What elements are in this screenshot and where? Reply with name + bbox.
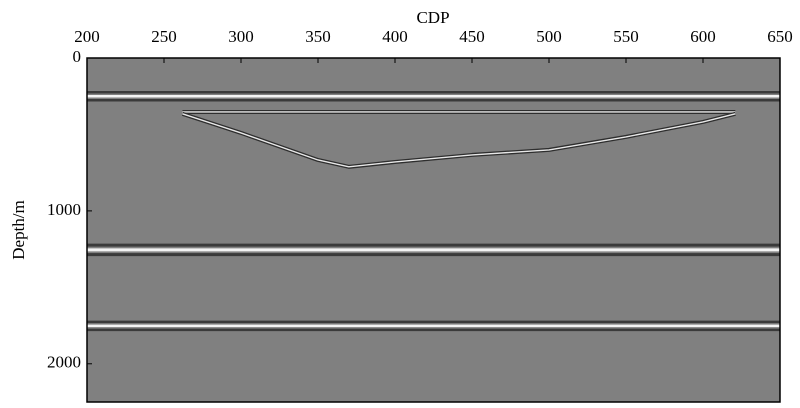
y-tick-label: 0 — [73, 47, 82, 66]
x-axis-label: CDP — [416, 8, 449, 27]
x-tick-label: 250 — [151, 27, 177, 46]
y-tick-label: 1000 — [47, 200, 81, 219]
x-tick-label: 300 — [228, 27, 254, 46]
y-tick-label: 2000 — [47, 353, 81, 372]
plot-frame — [86, 57, 781, 403]
x-tick-label: 350 — [305, 27, 331, 46]
x-tick-label: 500 — [536, 27, 562, 46]
y-axis-label: Depth/m — [9, 200, 28, 260]
x-tick-label: 550 — [613, 27, 639, 46]
x-tick-label: 400 — [382, 27, 408, 46]
x-tick-label: 650 — [767, 27, 793, 46]
x-tick-label: 600 — [690, 27, 716, 46]
x-tick-label: 200 — [74, 27, 100, 46]
lens-bottom — [182, 113, 736, 168]
x-tick-label: 450 — [459, 27, 485, 46]
plot-background — [87, 58, 780, 402]
